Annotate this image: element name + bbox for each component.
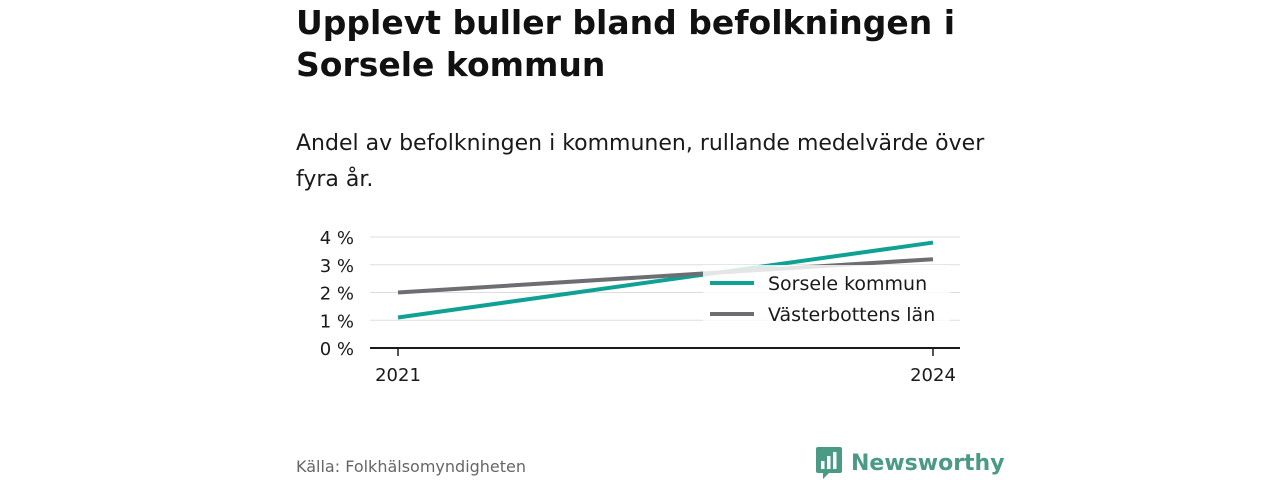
y-tick-label: 4 % [320,228,354,249]
brand-name: Newsworthy [851,450,1005,476]
y-tick-label: 3 % [320,256,354,277]
bar-chart-speech-bubble-icon [816,447,842,479]
x-tick-label: 2024 [910,365,956,386]
line-chart: 0 % 1 % 2 % 3 % 4 % 2021 2024 Sorsele kommun Vä… [320,228,960,386]
legend-label: Sorsele kommun [768,273,927,295]
legend: Sorsele kommun Västerbottens län [703,265,950,327]
x-tick-label: 2021 [375,365,421,386]
legend-label: Västerbottens län [768,304,935,326]
chart-title: Upplevt buller bland befolkningen i Sors… [296,3,956,84]
series-lines [397,240,934,320]
chart-subtitle: Andel av befolkningen i kommunen, rullan… [296,131,985,192]
source-note: Källa: Folkhälsomyndigheten [296,457,527,476]
axes: 0 % 1 % 2 % 3 % 4 % 2021 2024 [320,228,960,386]
series-line-0 [397,240,934,320]
y-tick-label: 1 % [320,311,354,332]
y-tick-label: 0 % [320,339,354,360]
brand-logo: Newsworthy [815,446,1005,480]
series-line-1 [397,257,934,295]
legend-box [703,265,950,327]
y-tick-label: 2 % [320,284,354,305]
